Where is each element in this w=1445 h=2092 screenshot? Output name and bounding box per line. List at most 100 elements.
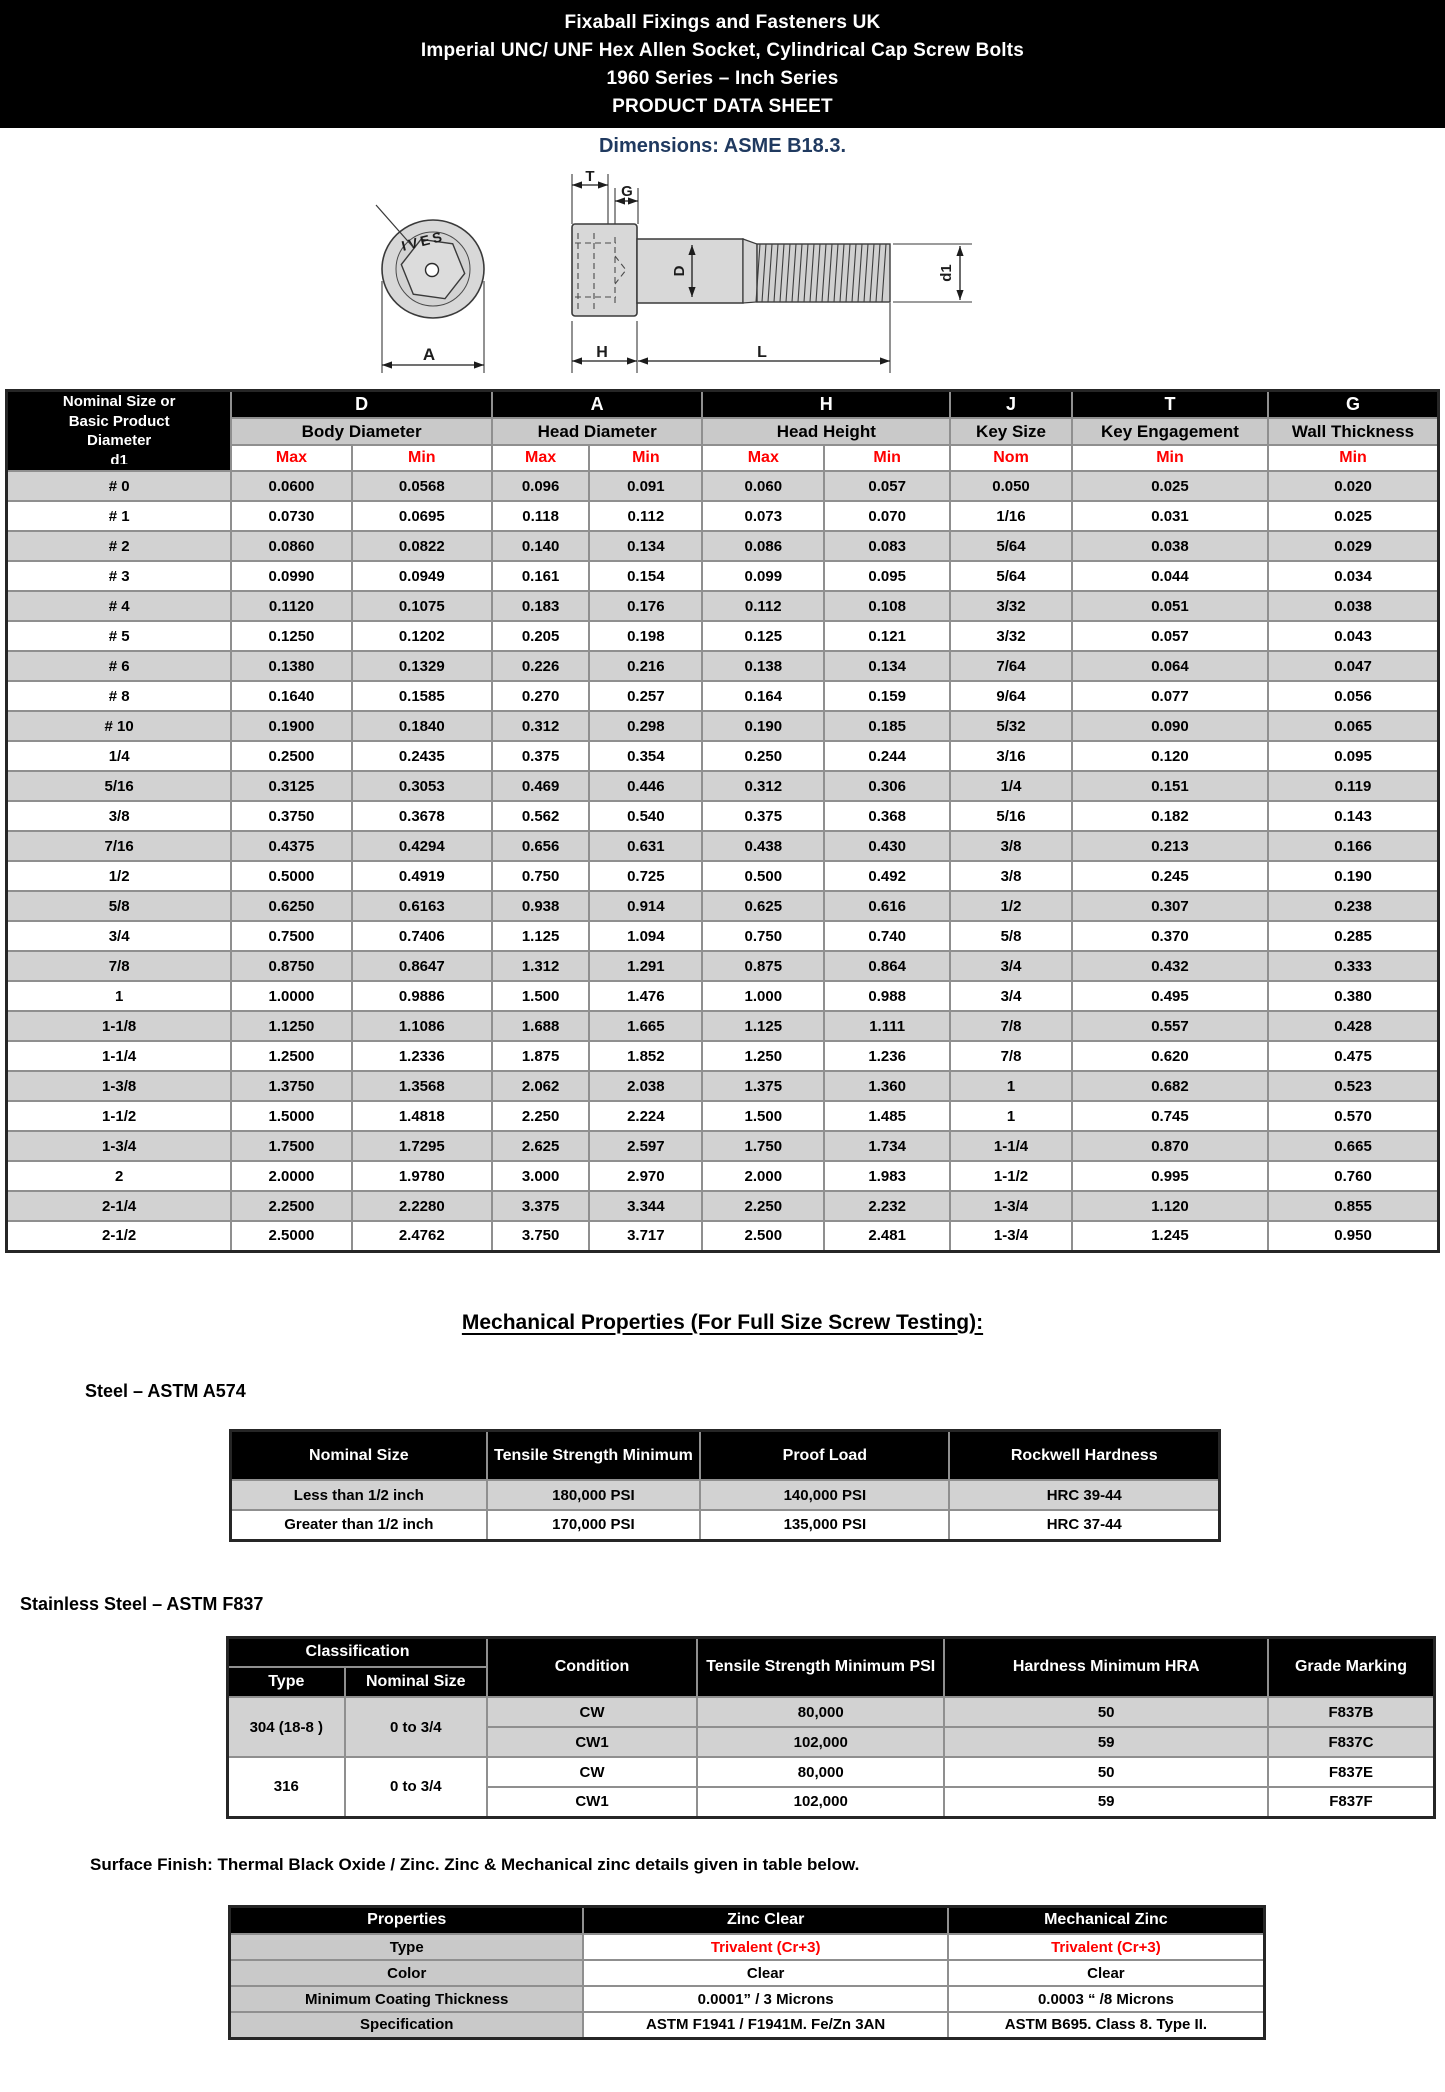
dim-value-cell: 1.125 [490,920,591,952]
dim-value-cell: 0.312 [490,710,591,742]
dim-value-cell: 0.368 [823,800,952,832]
dim-value-cell: 1 [949,1070,1073,1102]
dim-size-cell: 1-1/8 [5,1010,233,1042]
dim-value-cell: 0.095 [1267,740,1440,772]
steel-value-cell: 140,000 PSI [699,1479,951,1511]
dim-value-cell: 0.740 [823,920,952,952]
row-header-line: d1 [110,451,128,465]
dim-value-cell: 0.3678 [350,800,493,832]
dim-value-cell: 0.625 [701,890,826,922]
dim-value-cell: 1/16 [949,500,1073,532]
dim-value-cell: 1.000 [701,980,826,1012]
dim-value-cell: 0.095 [823,560,952,592]
dim-value-cell: 0.500 [701,860,826,892]
stainless-value-cell: 50 [943,1696,1269,1728]
dim-value-cell: 0.446 [588,770,704,802]
dim-col-sub: Min [1070,444,1270,472]
dim-value-cell: 5/64 [949,560,1073,592]
dim-col-sub: Min [823,444,952,472]
surface-col-header: Zinc Clear [582,1905,949,1935]
dim-value-cell: 1 [949,1100,1073,1132]
dim-value-cell: 0.096 [490,470,591,502]
dim-value-cell: 0.864 [823,950,952,982]
dim-value-cell: 1.2500 [230,1040,353,1072]
dim-value-cell: 0.164 [701,680,826,712]
dim-value-cell: 0.216 [588,650,704,682]
dim-value-cell: 0.038 [1070,530,1270,562]
screw-shank [636,238,744,304]
dim-value-cell: 0.995 [1070,1160,1270,1192]
dim-value-cell: 3/32 [949,590,1073,622]
dim-size-cell: 7/16 [5,830,233,862]
table-row: 1/2 0.5000 0.4919 0.750 0.725 0.500 0.492 3/8 0.… [5,860,1440,892]
steel-header-row: Nominal Size Tensile Strength Minimum Pr… [229,1429,1221,1481]
dim-value-cell: 0.091 [588,470,704,502]
dim-size-cell: # 6 [5,650,233,682]
side-view: T G D d1 H L [571,168,972,373]
dim-label-G: G [621,183,633,200]
nominal-size-subheader: Nominal Size [343,1666,489,1698]
dim-value-cell: 0.3750 [230,800,353,832]
table-row: # 4 0.1120 0.1075 0.183 0.176 0.112 0.108 3/32 0… [5,590,1440,622]
dim-col-sub: Max [701,444,826,472]
dim-value-cell: 0.4919 [350,860,493,892]
dim-value-cell: 0.333 [1267,950,1440,982]
dim-value-cell: 5/64 [949,530,1073,562]
dim-value-cell: 1.500 [701,1100,826,1132]
dim-value-cell: 2.597 [588,1130,704,1162]
dim-value-cell: 5/8 [949,920,1073,952]
dim-value-cell: 0.375 [701,800,826,832]
dim-size-cell: 1-1/4 [5,1040,233,1072]
table-row: 316 0 to 3/4 CW 80,000 50 F837E [226,1756,1436,1818]
dim-value-cell: 0.0568 [350,470,493,502]
steel-col-header: Rockwell Hardness [948,1429,1221,1481]
dim-value-cell: 1.2336 [350,1040,493,1072]
dim-value-cell: 1.9780 [350,1160,493,1192]
dim-value-cell: 0.2435 [350,740,493,772]
dim-col-sub: Min [350,444,493,472]
dim-value-cell: 7/8 [949,1040,1073,1072]
dim-size-cell: 5/16 [5,770,233,802]
dim-value-cell: 0.1380 [230,650,353,682]
steel-value-cell: 180,000 PSI [485,1479,702,1511]
dim-value-cell: 0.375 [490,740,591,772]
surface-property-value: Clear [946,1959,1266,1987]
dim-value-cell: 0.5000 [230,860,353,892]
dim-size-cell: 1/2 [5,860,233,892]
dim-value-cell: 3/4 [949,980,1073,1012]
dim-value-cell: 1.291 [588,950,704,982]
steel-col-header: Nominal Size [229,1429,488,1481]
dim-col-name: Body Diameter [230,417,493,446]
dim-value-cell: 1.094 [588,920,704,952]
dim-value-cell: 0.988 [823,980,952,1012]
dim-value-cell: 0.099 [701,560,826,592]
stainless-nominal-cell: 0 to 3/4 [343,1696,489,1758]
dim-value-cell: 1.875 [490,1040,591,1072]
steel-value-cell: Greater than 1/2 inch [229,1509,488,1541]
dim-value-cell: 0.108 [823,590,952,622]
dim-value-cell: 2.500 [701,1220,826,1252]
dim-value-cell: 0.205 [490,620,591,652]
dim-value-cell: 0.176 [588,590,704,622]
dim-value-cell: 3.000 [490,1160,591,1192]
dim-value-cell: 0.083 [823,530,952,562]
dim-value-cell: 2.250 [701,1190,826,1222]
dim-value-cell: 0.8750 [230,950,353,982]
stainless-table-body: 304 (18-8 ) 0 to 3/4 CW 80,000 50 F837B CW1 102… [226,1696,1436,1818]
table-row: 5/16 0.3125 0.3053 0.469 0.446 0.312 0.306 1/4 0… [5,770,1440,802]
dim-value-cell: 3.717 [588,1220,704,1252]
stainless-value-cell: CW [485,1756,699,1788]
dim-value-cell: 1-1/4 [949,1130,1073,1162]
surface-property-value: ASTM B695. Class 8. Type II. [946,2011,1266,2039]
table-row: 2-1/4 2.2500 2.2280 3.375 3.344 2.250 2.232 1-3… [5,1190,1440,1222]
surface-finish-note: Surface Finish: Thermal Black Oxide / Zi… [90,1854,860,1874]
dim-size-cell: # 0 [5,470,233,502]
dim-value-cell: 2.2500 [230,1190,353,1222]
dim-value-cell: 0.1202 [350,620,493,652]
dim-value-cell: 0.034 [1267,560,1440,592]
surface-property-value: ASTM F1941 / F1941M. Fe/Zn 3AN [582,2011,949,2039]
dim-value-cell: 0.025 [1267,500,1440,532]
surface-property-value: 0.0001” / 3 Microns [582,1985,949,2013]
dim-value-cell: 0.134 [823,650,952,682]
title-banner: Fixaball Fixings and Fasteners UK Imperi… [0,0,1445,128]
